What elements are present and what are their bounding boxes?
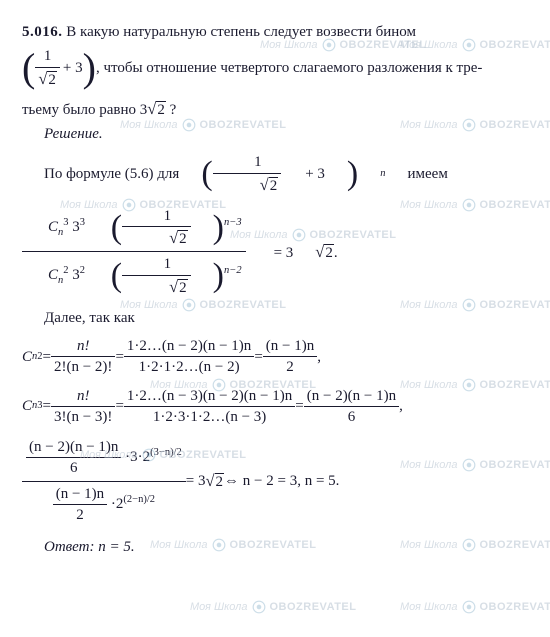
- problem-text-1: В какую натуральную степень следует возв…: [66, 24, 416, 40]
- watermark: Моя Школа OBOZREVATEL: [190, 600, 356, 615]
- problem-statement: 5.016. В какую натуральную степень следу…: [22, 22, 528, 42]
- eq-final: (n − 2)(n − 1)n6 ·3·2(3−n)/2 (n − 1)n2 ·…: [22, 435, 528, 527]
- problem-text-2: , чтобы отношение четвертого слагаемого …: [96, 58, 482, 78]
- binom-fraction: 1 2: [35, 46, 60, 90]
- eq-cn3: Cn3 = n!3!(n − 3)! = 1·2…(n − 3)(n − 2)(…: [22, 386, 528, 428]
- answer: Ответ: n = 5.: [22, 537, 528, 557]
- problem-line-3: тьему было равно 32 ?: [22, 98, 528, 120]
- formula-ref: По формуле (5.6) для ( 1 2 + 3 )n имеем: [22, 152, 528, 196]
- eq-cn2: Cn2 = n!2!(n − 2)! = 1·2…(n − 2)(n − 1)n…: [22, 336, 528, 378]
- rparen: ): [83, 48, 96, 88]
- problem-line-2: ( 1 2 + 3 ) , чтобы отношение четвертого…: [22, 46, 528, 90]
- solution-label: Решение.: [22, 124, 528, 144]
- dalee: Далее, так как: [22, 308, 528, 328]
- watermark: Моя Школа OBOZREVATEL: [400, 600, 550, 615]
- eq-c-ratio: Cn3 33 (12)n−3 Cn2 32 (12)n−2 = 32.: [22, 204, 528, 300]
- lparen: (: [22, 48, 35, 88]
- problem-number: 5.016.: [22, 24, 63, 40]
